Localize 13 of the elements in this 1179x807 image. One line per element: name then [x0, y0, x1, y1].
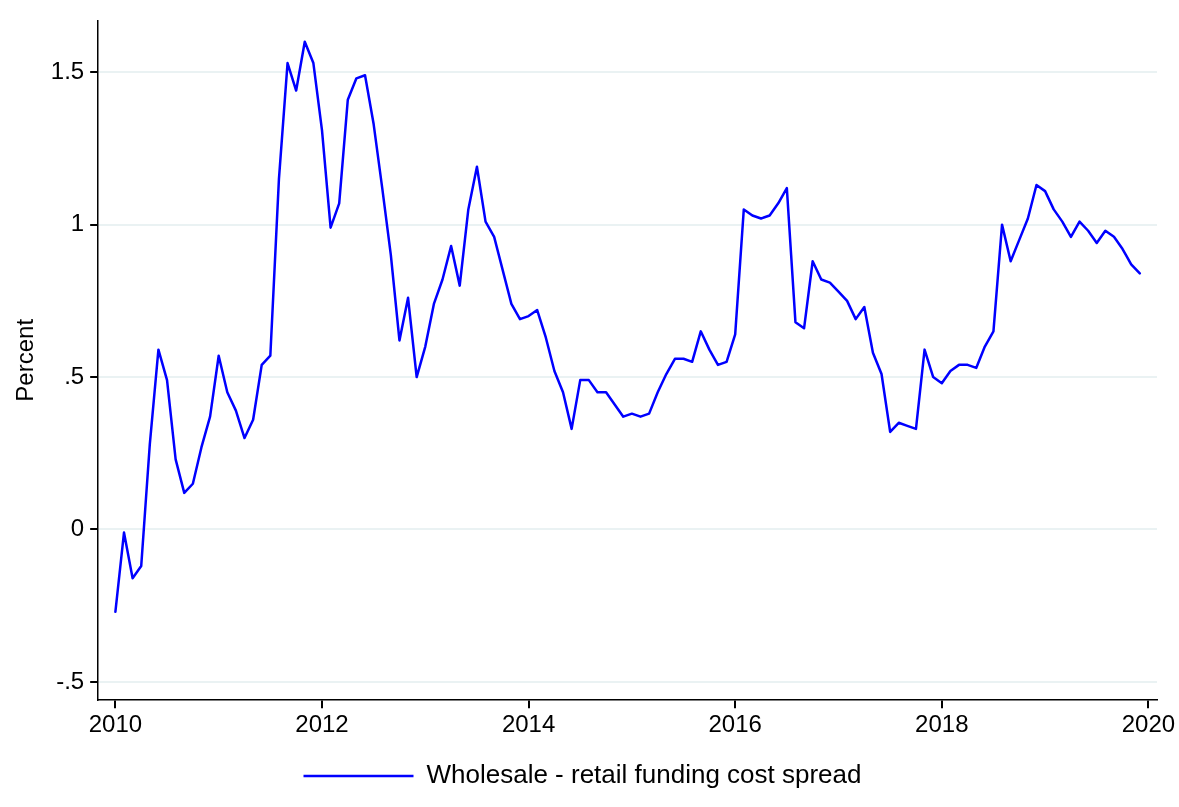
y-tick-label: .5: [64, 361, 85, 389]
x-tick-label: 2014: [501, 710, 556, 738]
x-tick-label: 2016: [708, 710, 762, 738]
x-tick-label: 2020: [1121, 710, 1176, 738]
y-axis-title: Percent: [11, 318, 39, 402]
y-tick-label: -.5: [56, 666, 85, 694]
y-tick-label: 1.5: [50, 56, 85, 84]
y-tick-label: 0: [70, 514, 85, 542]
legend-label: Wholesale - retail funding cost spread: [426, 759, 862, 790]
x-tick-label: 2018: [915, 710, 969, 738]
x-tick-label: 2012: [295, 710, 349, 738]
x-tick-label: 2010: [88, 710, 143, 738]
y-tick-label: 1: [70, 209, 85, 237]
